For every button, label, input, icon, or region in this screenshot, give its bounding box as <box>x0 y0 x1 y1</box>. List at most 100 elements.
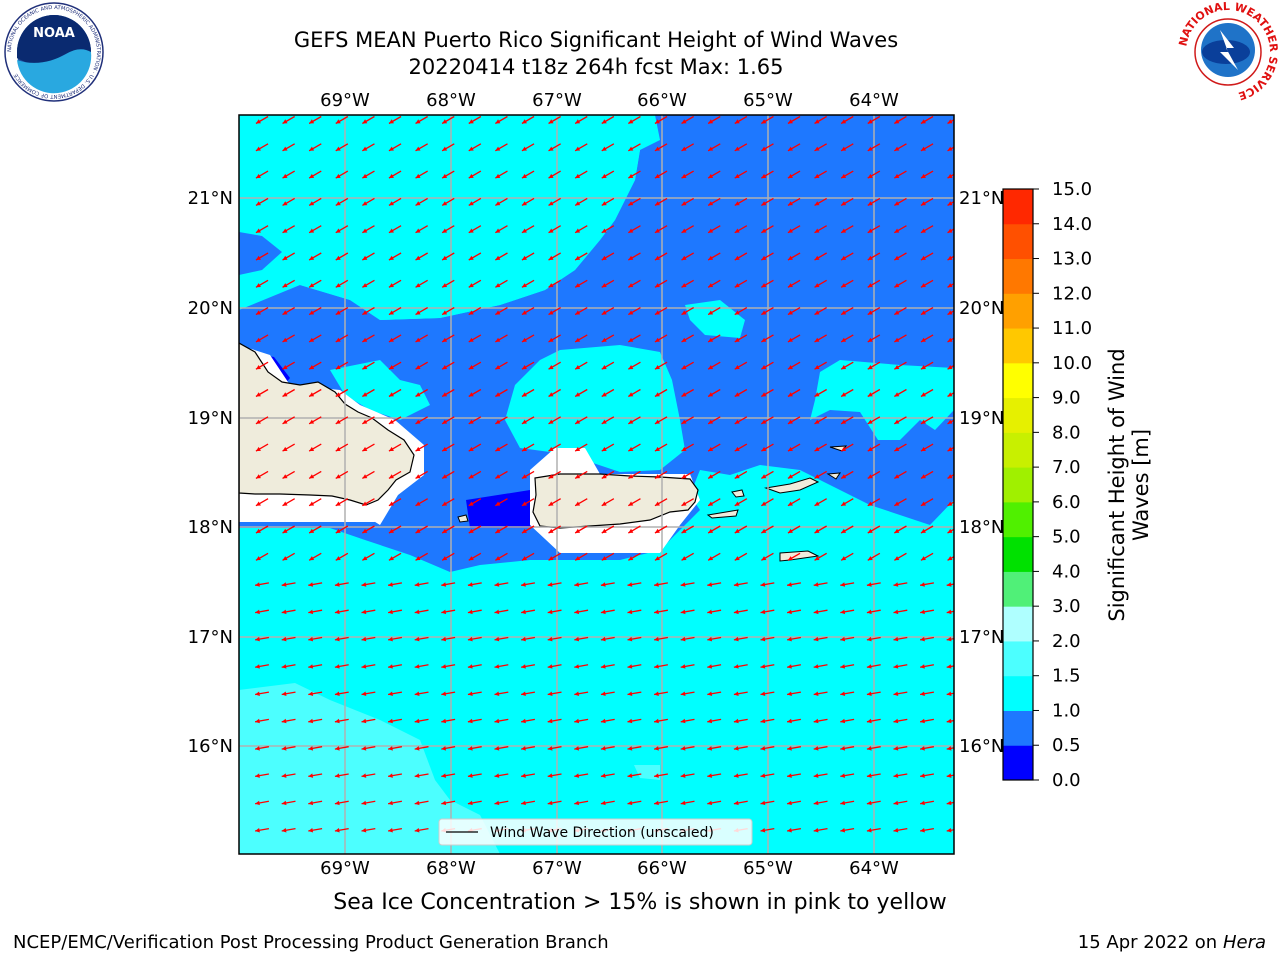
wind-wave-arrow-head <box>574 609 580 615</box>
wind-wave-arrow-head <box>761 201 767 206</box>
wind-wave-arrow-head <box>707 636 713 642</box>
wind-wave-arrow-head <box>761 146 767 151</box>
wind-wave-arrow-head <box>867 419 873 424</box>
wind-wave-arrow-head <box>442 146 448 151</box>
wind-wave-arrow-head <box>494 691 500 696</box>
wind-wave-arrow-head <box>601 201 607 206</box>
wind-wave-arrow-head <box>547 773 553 778</box>
wind-wave-arrow-head <box>894 528 900 533</box>
wind-wave-arrow-head <box>814 528 820 533</box>
wind-wave-arrow-head <box>814 337 820 342</box>
wind-wave-arrow-head <box>920 718 925 724</box>
wind-wave-arrow-head <box>601 173 607 179</box>
wind-wave-arrow-head <box>734 474 740 479</box>
wind-wave-arrow-head <box>414 828 420 833</box>
wind-wave-arrow-head <box>255 800 260 806</box>
wind-wave-arrow-head <box>734 446 740 452</box>
vieques-island <box>706 509 739 519</box>
wind-wave-arrow-head <box>760 828 766 833</box>
wind-wave-arrow-head <box>814 228 820 233</box>
wave-height-field-1.0-1.5-east <box>810 360 954 440</box>
wind-wave-arrow-head <box>388 556 394 561</box>
wind-wave-arrow-head <box>362 365 368 370</box>
wind-wave-arrow-head <box>521 310 527 315</box>
wind-wave-arrow-head <box>866 691 872 696</box>
chart-subtitle: 20220414 t18z 264h fcst Max: 1.65 <box>408 55 784 79</box>
wind-wave-arrow-head <box>281 828 287 833</box>
wind-wave-arrow-head <box>574 718 580 724</box>
wind-wave-arrow-head <box>521 556 527 561</box>
wind-wave-arrow-head <box>947 310 953 315</box>
wind-wave-arrow-head <box>495 392 501 397</box>
wind-wave-arrow-head <box>814 474 820 479</box>
wind-wave-arrow-head <box>335 474 341 479</box>
wind-wave-arrow-head <box>680 746 686 751</box>
wind-wave-arrow-head <box>388 773 393 778</box>
lat-label-right: 17°N <box>959 627 1004 648</box>
wind-wave-arrow-head <box>575 173 581 179</box>
wind-wave-arrow-head <box>334 691 340 696</box>
wind-wave-arrow-head <box>255 201 261 206</box>
wind-wave-arrow-head <box>468 365 474 370</box>
wind-wave-arrow-head <box>361 800 367 806</box>
wind-wave-arrow-head <box>282 283 288 288</box>
wind-wave-arrow-head <box>521 337 527 342</box>
wind-wave-arrow-head <box>495 119 501 124</box>
wind-wave-arrow-head <box>335 446 341 452</box>
wind-wave-arrow-head <box>468 173 474 179</box>
wind-wave-arrow-head <box>920 365 926 370</box>
wind-wave-arrow-head <box>893 773 899 778</box>
wind-wave-arrow-head <box>548 392 554 397</box>
wind-wave-arrow-head <box>761 255 767 260</box>
wind-wave-arrow-head <box>521 609 526 615</box>
colorbar-tick-label: 0.0 <box>1052 770 1081 791</box>
wind-wave-arrow-head <box>813 718 819 724</box>
wind-wave-arrow-head <box>495 228 501 233</box>
wind-wave-arrow-head <box>787 582 792 587</box>
wind-wave-arrow-head <box>601 392 607 397</box>
wind-wave-arrow-head <box>441 582 447 587</box>
wind-wave-arrow-head <box>362 201 368 206</box>
lon-labels-top: 69°W 68°W 67°W 66°W 65°W 64°W <box>320 90 899 111</box>
wind-wave-arrow-head <box>415 201 421 206</box>
wind-wave-arrow-head <box>627 773 633 778</box>
colorbar-swatch <box>1003 293 1033 329</box>
wind-wave-arrow-head <box>947 173 953 179</box>
wind-wave-arrow-head <box>708 419 714 424</box>
islet <box>826 472 841 480</box>
wind-wave-arrow-head <box>362 173 368 179</box>
wind-wave-arrow-head <box>255 773 260 778</box>
colorbar-ticks: 0.0 0.5 1.0 1.5 2.0 3.0 4.0 5.0 6.0 7.0 8.0 9.0 10.0… <box>1033 179 1092 791</box>
wind-wave-arrow-head <box>894 419 900 424</box>
wind-wave-arrow-head <box>946 609 952 615</box>
wind-wave-arrow-head <box>813 582 819 587</box>
wind-wave-arrow-head <box>627 746 633 751</box>
wind-wave-arrow-head <box>308 746 314 751</box>
wind-wave-arrow-head <box>388 528 394 533</box>
wind-wave-arrow-head <box>362 446 368 452</box>
wind-wave-arrow-head <box>707 800 713 806</box>
wind-wave-arrow-head <box>841 310 847 315</box>
wind-wave-arrow-head <box>760 746 766 751</box>
wind-wave-arrow-head <box>521 528 527 533</box>
wind-wave-arrow-head <box>920 773 925 778</box>
wind-wave-arrow-head <box>760 718 766 724</box>
wind-wave-arrow-head <box>707 691 713 696</box>
wind-wave-arrow-head <box>548 228 554 233</box>
wind-wave-arrow-head <box>388 746 393 751</box>
wind-wave-arrow-head <box>362 228 368 233</box>
lon-label-top: 68°W <box>426 90 476 111</box>
wind-wave-arrow-head <box>442 228 448 233</box>
wind-wave-arrow-head <box>760 582 766 587</box>
wind-wave-arrow-head <box>894 201 900 206</box>
wind-wave-arrow-head <box>708 501 714 506</box>
wind-wave-arrow-head <box>894 556 900 561</box>
wind-wave-arrow-head <box>841 337 847 342</box>
wind-wave-arrow-head <box>414 582 420 587</box>
colorbar-tick-label: 0.5 <box>1052 735 1081 756</box>
wind-wave-arrow-head <box>548 474 554 479</box>
wind-wave-arrow-head <box>468 310 474 315</box>
wind-wave-arrow-head <box>787 773 792 778</box>
wind-wave-arrow-head <box>335 255 341 260</box>
wind-wave-arrow-head <box>467 691 473 696</box>
